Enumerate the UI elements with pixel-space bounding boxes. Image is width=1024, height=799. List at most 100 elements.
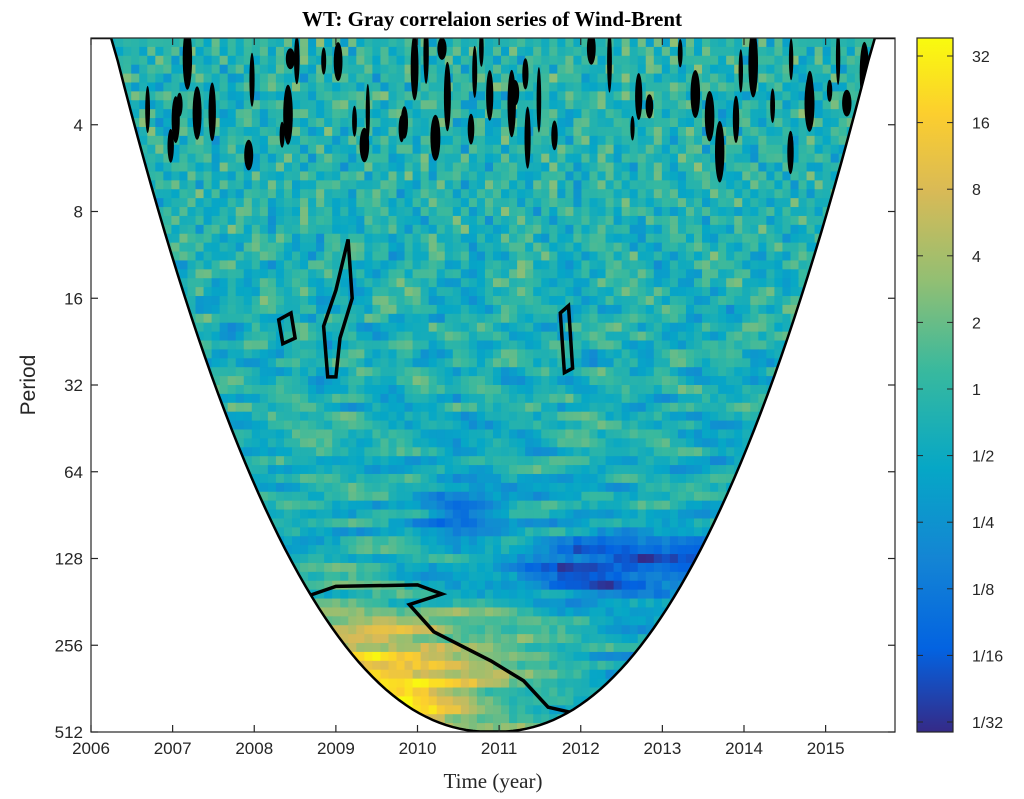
heatmap-cell <box>838 55 848 66</box>
heatmap-cell <box>235 109 245 119</box>
heatmap-cell <box>726 304 735 315</box>
heatmap-cell <box>195 189 205 199</box>
heatmap-cell <box>259 331 269 342</box>
heatmap-cell <box>589 465 599 475</box>
heatmap-cell <box>814 46 824 57</box>
heatmap-cell <box>509 269 518 279</box>
heatmap-cell <box>348 189 357 199</box>
heatmap-cell <box>742 358 751 368</box>
heatmap-cell <box>243 73 253 84</box>
heatmap-cell <box>324 465 333 475</box>
heatmap-cell <box>710 38 719 48</box>
heatmap-cell <box>259 207 269 217</box>
heatmap-cell <box>219 304 229 315</box>
heatmap-cell <box>790 171 800 181</box>
heatmap-cell <box>452 269 462 279</box>
heatmap-cell <box>388 287 398 297</box>
heatmap-cell <box>396 82 406 92</box>
heatmap-cell <box>710 322 719 333</box>
heatmap-cell <box>685 251 695 262</box>
heatmap-cell <box>493 171 502 181</box>
heatmap-cell <box>525 180 534 190</box>
heatmap-cell <box>597 251 607 262</box>
heatmap-cell <box>251 153 261 164</box>
heatmap-cell <box>316 64 325 75</box>
heatmap-cell <box>573 269 583 279</box>
heatmap-cell <box>501 456 510 466</box>
heatmap-cell <box>452 473 462 484</box>
heatmap-cell <box>251 296 261 306</box>
heatmap-cell <box>557 251 566 262</box>
heatmap-cell <box>677 224 687 235</box>
heatmap-cell <box>476 189 486 199</box>
heatmap-cell <box>324 420 333 431</box>
heatmap-cell <box>404 171 414 181</box>
heatmap-cell <box>380 126 390 137</box>
heatmap-cell <box>412 233 422 244</box>
heatmap-cell <box>581 402 591 413</box>
heatmap-cell <box>597 393 607 404</box>
heatmap-cell <box>179 189 189 199</box>
heatmap-cell <box>131 64 140 75</box>
heatmap-cell <box>372 38 382 48</box>
heatmap-cell <box>484 296 494 306</box>
heatmap-cell <box>420 100 430 110</box>
heatmap-cell <box>597 215 607 226</box>
heatmap-cell <box>324 447 333 457</box>
heatmap-cell <box>605 278 615 288</box>
heatmap-cell <box>653 278 663 288</box>
heatmap-cell <box>243 260 253 270</box>
heatmap-cell <box>581 73 591 84</box>
heatmap-cell <box>742 287 751 297</box>
heatmap-cell <box>259 233 269 244</box>
heatmap-cell <box>131 118 140 128</box>
heatmap-cell <box>428 251 438 262</box>
heatmap-cell <box>726 135 735 146</box>
heatmap-cell <box>573 358 583 368</box>
heatmap-cell <box>243 171 253 181</box>
heatmap-cell <box>348 126 357 137</box>
heatmap-cell <box>677 38 687 48</box>
heatmap-cell <box>702 162 711 173</box>
heatmap-cell <box>702 144 711 155</box>
heatmap-cell <box>235 198 245 208</box>
heatmap-cell <box>283 278 293 288</box>
heatmap-cell <box>187 189 197 199</box>
heatmap-cell <box>517 420 526 431</box>
heatmap-cell <box>155 73 164 84</box>
heatmap-cell <box>227 73 237 84</box>
heatmap-cell <box>372 64 382 75</box>
heatmap-cell <box>685 447 695 457</box>
heatmap-cell <box>525 91 534 101</box>
heatmap-cell <box>557 118 566 128</box>
heatmap-cell <box>581 171 591 181</box>
heatmap-cell <box>742 385 751 395</box>
heatmap-cell <box>171 233 181 244</box>
heatmap-cell <box>211 189 221 199</box>
heatmap-cell <box>131 82 140 92</box>
heatmap-cell <box>766 296 775 306</box>
heatmap-cell <box>750 358 759 368</box>
heatmap-cell <box>476 322 486 333</box>
heatmap-cell <box>484 385 494 395</box>
heatmap-cell <box>372 465 382 475</box>
heatmap-cell <box>364 64 373 75</box>
heatmap-cell <box>581 224 591 235</box>
heatmap-cell <box>203 242 213 253</box>
heatmap-cell <box>340 153 349 164</box>
heatmap-cell <box>404 287 414 297</box>
heatmap-cell <box>275 171 285 181</box>
heatmap-cell <box>163 171 172 181</box>
heatmap-cell <box>251 46 261 57</box>
heatmap-cell <box>621 269 631 279</box>
heatmap-cell <box>637 313 647 324</box>
heatmap-cell <box>484 322 494 333</box>
heatmap-cell <box>605 287 615 297</box>
heatmap-cell <box>372 109 382 119</box>
heatmap-cell <box>460 118 470 128</box>
heatmap-cell <box>420 402 430 413</box>
heatmap-cell <box>718 402 727 413</box>
heatmap-cell <box>235 367 245 377</box>
heatmap-cell <box>484 331 494 342</box>
heatmap-cell <box>203 73 213 84</box>
